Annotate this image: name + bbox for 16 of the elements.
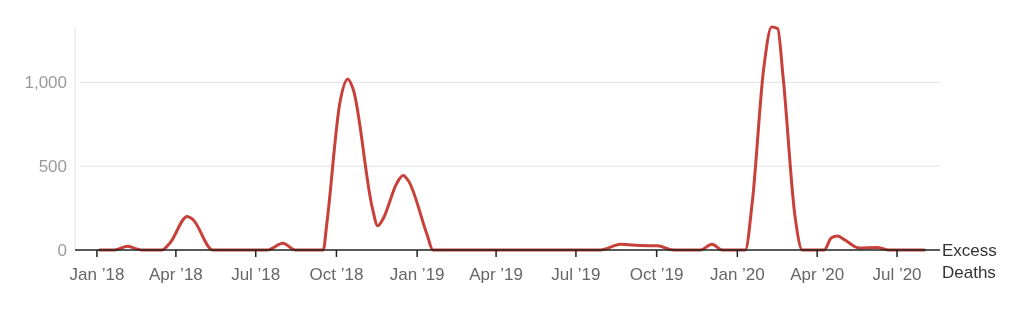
x-tick-label: Apr ’19 [469, 265, 524, 284]
x-tick-label: Jan ’20 [709, 265, 765, 284]
x-tick-label: Jul ’18 [231, 265, 281, 284]
line-series [98, 25, 926, 252]
x-tick-label: Jul ’19 [551, 265, 601, 284]
y-tick-label: 500 [38, 157, 67, 177]
x-tick-label: Oct ’19 [629, 265, 684, 284]
x-tick-label: Jul ’20 [872, 265, 922, 284]
y-tick-label: 1,000 [24, 73, 67, 93]
x-tick-label: Jan ’19 [389, 265, 445, 284]
x-tick-label: Apr ’20 [790, 265, 845, 284]
x-tick-label: Oct ’18 [309, 265, 364, 284]
y-tick-label: 0 [57, 240, 67, 260]
x-tick-label: Apr ’18 [148, 265, 203, 284]
y-axis-title: Excess Deaths [942, 241, 997, 282]
x-tick-label: Jan ’18 [69, 265, 125, 284]
